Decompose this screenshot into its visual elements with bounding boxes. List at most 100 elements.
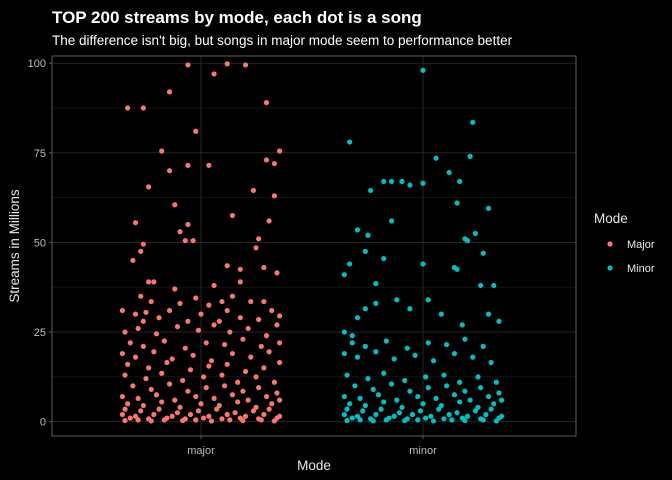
data-point-minor	[480, 417, 486, 423]
data-point-major	[240, 336, 246, 342]
data-point-minor	[381, 370, 387, 376]
data-point-major	[274, 322, 280, 328]
data-point-major	[161, 417, 167, 423]
data-point-major	[221, 341, 228, 348]
data-point-major	[146, 365, 152, 371]
data-point-major	[138, 293, 144, 299]
data-point-major	[242, 368, 249, 375]
data-point-minor	[349, 333, 355, 339]
data-point-major	[122, 417, 128, 424]
data-point-minor	[430, 358, 437, 364]
data-point-major	[224, 263, 230, 269]
data-point-minor	[394, 297, 400, 303]
data-point-minor	[407, 182, 413, 188]
data-point-major	[216, 402, 222, 409]
data-point-minor	[462, 336, 468, 342]
data-point-major	[143, 309, 149, 315]
data-point-major	[206, 413, 212, 419]
x-tick-label: minor	[409, 445, 437, 457]
data-point-major	[125, 361, 131, 367]
data-point-major	[263, 100, 270, 106]
data-point-major	[271, 160, 277, 167]
data-point-minor	[441, 372, 447, 378]
data-point-minor	[415, 393, 421, 400]
data-point-major	[130, 257, 136, 263]
y-tick-label: 75	[34, 148, 46, 160]
data-point-minor	[378, 406, 384, 412]
y-tick-label: 25	[34, 327, 46, 339]
data-point-minor	[441, 416, 447, 422]
data-point-major	[258, 343, 264, 349]
data-point-minor	[352, 383, 358, 389]
data-point-major	[127, 340, 133, 346]
data-point-major	[172, 286, 178, 292]
data-point-minor	[499, 397, 505, 403]
data-point-major	[261, 411, 267, 418]
data-point-minor	[475, 374, 481, 380]
data-point-minor	[485, 393, 492, 400]
data-point-minor	[488, 406, 494, 412]
legend-key-minor	[607, 265, 613, 271]
data-point-minor	[375, 392, 382, 398]
data-point-minor	[433, 395, 439, 401]
y-tick-label: 100	[28, 58, 46, 70]
data-point-major	[271, 418, 277, 424]
data-point-minor	[485, 205, 492, 211]
data-point-major	[159, 399, 165, 405]
data-point-major	[169, 413, 175, 419]
data-point-minor	[464, 238, 471, 244]
data-point-major	[119, 393, 125, 400]
data-point-minor	[420, 261, 426, 267]
data-point-major	[164, 359, 170, 366]
data-point-major	[232, 410, 238, 416]
panel-border	[51, 55, 577, 437]
data-point-minor	[354, 315, 361, 321]
data-point-major	[266, 406, 272, 412]
data-point-minor	[493, 379, 499, 385]
data-point-major	[277, 148, 283, 154]
data-point-minor	[394, 397, 400, 403]
data-point-major	[132, 311, 139, 317]
data-point-minor	[438, 402, 444, 409]
data-point-major	[250, 408, 256, 414]
data-point-major	[195, 327, 201, 333]
data-point-major	[221, 383, 228, 389]
data-point-major	[269, 401, 275, 407]
data-point-major	[261, 365, 267, 371]
data-point-minor	[341, 329, 347, 335]
data-point-major	[172, 397, 178, 403]
data-point-major	[277, 340, 283, 346]
data-point-minor	[451, 392, 458, 398]
data-point-major	[148, 418, 154, 424]
data-point-minor	[362, 343, 368, 349]
chart-title: TOP 200 streams by mode, each dot is a s…	[52, 8, 422, 27]
data-point-major	[135, 395, 141, 401]
data-point-minor	[391, 413, 397, 419]
data-point-major	[211, 71, 217, 77]
data-point-major	[263, 333, 270, 339]
data-point-minor	[423, 374, 429, 380]
data-point-major	[193, 393, 199, 400]
legend-label-major: Major	[627, 239, 655, 251]
data-point-minor	[370, 386, 376, 392]
data-point-major	[140, 318, 146, 324]
data-point-major	[258, 417, 264, 423]
data-point-minor	[464, 413, 471, 419]
data-point-major	[224, 361, 230, 367]
data-point-minor	[341, 393, 347, 400]
data-point-major	[206, 302, 212, 308]
data-point-minor	[347, 261, 353, 267]
data-point-major	[224, 307, 230, 314]
data-point-major	[135, 417, 141, 423]
data-point-minor	[341, 350, 347, 357]
data-point-minor	[381, 399, 387, 405]
data-point-major	[132, 354, 139, 360]
data-point-major	[122, 372, 128, 378]
data-point-major	[193, 128, 199, 134]
data-point-major	[148, 298, 154, 305]
data-point-minor	[459, 322, 465, 328]
data-point-minor	[341, 411, 347, 418]
data-point-major	[269, 307, 275, 314]
data-point-minor	[454, 410, 460, 416]
data-point-minor	[420, 67, 426, 73]
